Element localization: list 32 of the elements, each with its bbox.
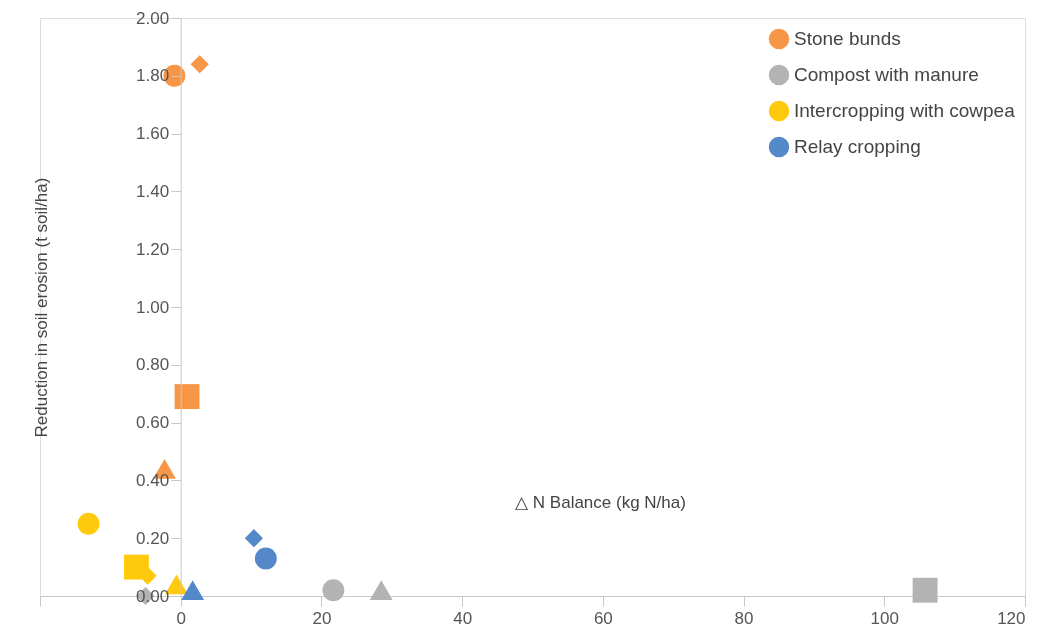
point xyxy=(190,55,209,74)
point xyxy=(369,580,393,601)
x-tick-label: 0 xyxy=(176,608,186,628)
x-axis-title: △ N Balance (kg N/ha) xyxy=(515,492,686,512)
y-tick-label: 1.60 xyxy=(136,124,170,144)
point xyxy=(244,529,263,548)
y-tick-label: 1.00 xyxy=(136,297,170,317)
y-tick-label: 0.00 xyxy=(136,586,170,606)
y-tick-label: 0.20 xyxy=(136,528,170,548)
y-tick-label: 2.00 xyxy=(136,8,170,28)
point xyxy=(254,547,277,570)
y-tick-label: 0.60 xyxy=(136,413,170,433)
point xyxy=(322,579,345,602)
x-tick-label: 100 xyxy=(870,608,899,628)
legend-label: Intercropping with cowpea xyxy=(794,100,1016,121)
legend-label: Relay cropping xyxy=(794,136,921,157)
x-tick-label: 40 xyxy=(453,608,473,628)
y-tick-label: 0.80 xyxy=(136,355,170,375)
y-axis-title: Reduction in soil erosion (t soil/ha) xyxy=(31,177,51,438)
legend-label: Stone bunds xyxy=(794,28,901,49)
y-tick-label: 0.40 xyxy=(136,470,170,490)
y-tick-label: 1.40 xyxy=(136,181,170,201)
x-tick-label: 80 xyxy=(734,608,754,628)
legend-label: Compost with manure xyxy=(794,64,979,85)
point xyxy=(181,580,205,601)
point xyxy=(912,577,938,603)
point xyxy=(174,384,200,410)
point xyxy=(77,512,100,535)
y-tick-label: 1.20 xyxy=(136,239,170,259)
x-tick-label: 60 xyxy=(593,608,613,628)
x-tick-label: 20 xyxy=(312,608,332,628)
x-tick-label: 120 xyxy=(997,608,1026,628)
